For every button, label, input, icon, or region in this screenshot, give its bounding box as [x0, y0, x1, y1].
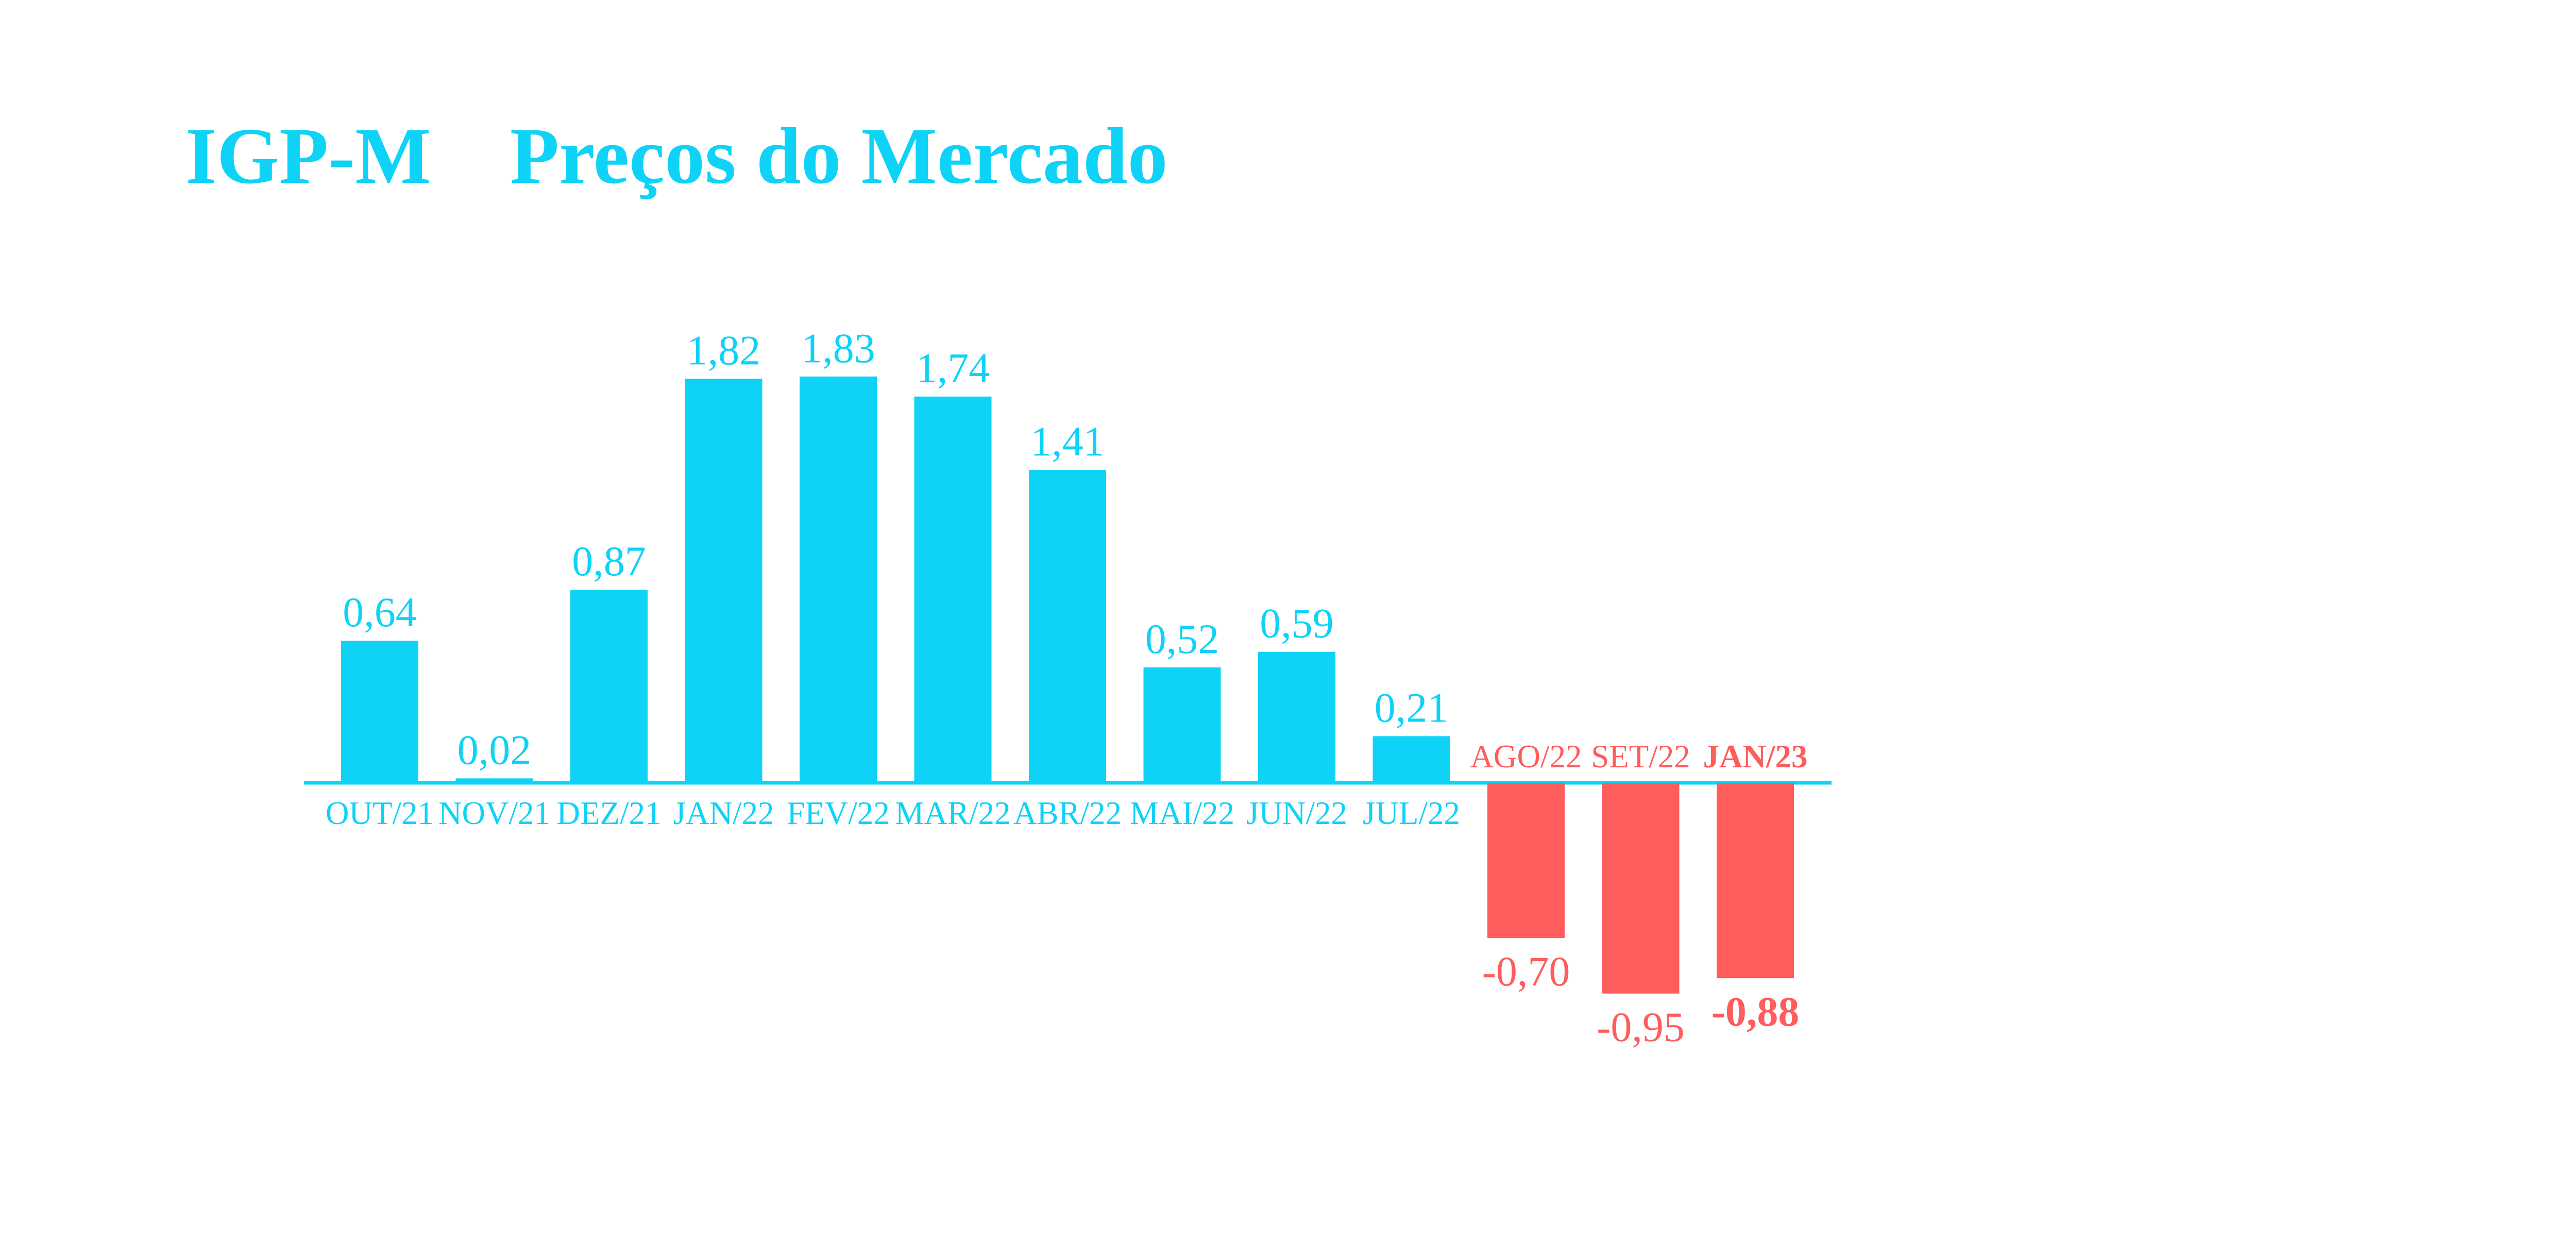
- bar-nov-21: [455, 778, 533, 783]
- category-label-set-22: SET/22: [1591, 739, 1690, 775]
- bars-group: [341, 376, 1794, 994]
- value-label-mai-22: 0,52: [1145, 615, 1219, 662]
- category-label-mar-22: MAR/22: [895, 795, 1010, 831]
- category-label-abr-22: ABR/22: [1013, 795, 1122, 831]
- value-label-out-21: 0,64: [343, 589, 417, 636]
- bar-jan-22: [685, 379, 762, 783]
- chart-title-igpm: IGP-M: [185, 111, 431, 200]
- value-label-abr-22: 1,41: [1030, 418, 1105, 465]
- category-label-jun-22: JUN/22: [1246, 795, 1347, 831]
- bar-out-21: [341, 641, 418, 783]
- value-label-jan-23: -0,88: [1711, 988, 1800, 1035]
- labels-group: 0,64 OUT/21 0,02 NOV/21 0,87 DEZ/21 1,82 JAN/22…: [326, 324, 1807, 1050]
- bar-ago-22: [1487, 783, 1565, 938]
- bar-jan-23: [1717, 783, 1794, 978]
- value-label-fev-22: 1,83: [801, 324, 875, 371]
- value-label-set-22: -0,95: [1597, 1003, 1685, 1050]
- category-label-fev-22: FEV/22: [787, 795, 890, 831]
- category-label-out-21: OUT/21: [326, 795, 434, 831]
- bar-jun-22: [1258, 651, 1335, 783]
- value-label-mar-22: 1,74: [916, 345, 990, 391]
- bar-mai-22: [1143, 667, 1221, 783]
- category-label-ago-22: AGO/22: [1470, 739, 1582, 775]
- bar-dez-21: [570, 590, 648, 783]
- category-label-jan-23: JAN/23: [1703, 739, 1808, 775]
- category-label-nov-21: NOV/21: [438, 795, 550, 831]
- value-label-ago-22: -0,70: [1482, 948, 1570, 995]
- bar-mar-22: [914, 397, 992, 783]
- bar-abr-22: [1029, 470, 1106, 783]
- bar-set-22: [1602, 783, 1680, 994]
- value-label-jun-22: 0,59: [1260, 600, 1334, 647]
- value-label-jan-22: 1,82: [687, 327, 761, 374]
- category-label-mai-22: MAI/22: [1130, 795, 1234, 831]
- value-label-nov-21: 0,02: [457, 726, 532, 773]
- value-label-jul-22: 0,21: [1375, 684, 1449, 731]
- category-label-jul-22: JUL/22: [1363, 795, 1460, 831]
- bar-fev-22: [800, 376, 877, 783]
- chart-title-subtitle: Preços do Mercado: [510, 111, 1168, 200]
- value-label-dez-21: 0,87: [572, 538, 646, 585]
- category-label-jan-22: JAN/22: [673, 795, 774, 831]
- bar-jul-22: [1372, 736, 1450, 783]
- category-label-dez-21: DEZ/21: [557, 795, 662, 831]
